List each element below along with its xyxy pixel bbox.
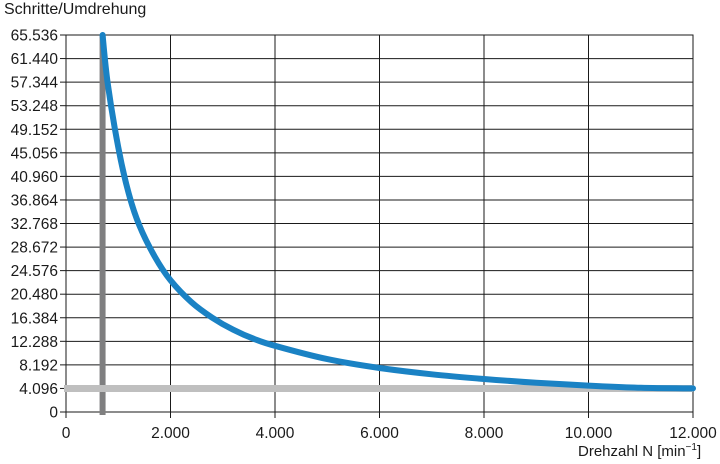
y-tick-label: 53.248 bbox=[11, 98, 58, 115]
y-tick-label: 57.344 bbox=[11, 75, 59, 92]
x-tick-label: 4.000 bbox=[256, 425, 295, 442]
y-tick-label: 45.056 bbox=[11, 145, 58, 162]
x-tick-label: 10.000 bbox=[565, 425, 613, 442]
series bbox=[99, 32, 696, 392]
x-axis-title-main: Drehzahl N [min bbox=[578, 443, 686, 460]
x-tick-label: 0 bbox=[62, 425, 71, 442]
series-line bbox=[99, 32, 696, 392]
x-tick-label: 12.000 bbox=[669, 425, 717, 442]
y-tick-label: 28.672 bbox=[11, 240, 58, 257]
x-tick-label: 6.000 bbox=[360, 425, 399, 442]
y-tick-label: 20.480 bbox=[11, 287, 59, 304]
x-tick-labels: 0 2.000 4.000 6.000 8.000 10.000 12.000 bbox=[62, 425, 717, 442]
x-tick-label: 8.000 bbox=[465, 425, 504, 442]
y-tick-label: 12.288 bbox=[11, 334, 58, 351]
y-tick-label: 40.960 bbox=[11, 169, 59, 186]
y-tick-label: 49.152 bbox=[11, 122, 58, 139]
y-tick-label: 36.864 bbox=[11, 192, 59, 209]
x-axis-title-exponent: −1 bbox=[685, 442, 697, 453]
y-axis-title: Schritte/Umdrehung bbox=[4, 1, 147, 18]
grid bbox=[60, 34, 694, 418]
x-tick-label: 2.000 bbox=[151, 425, 190, 442]
y-tick-label: 4.096 bbox=[19, 381, 58, 398]
y-tick-label: 24.576 bbox=[11, 263, 58, 280]
x-axis-title-close: ] bbox=[696, 443, 702, 460]
y-tick-label: 61.440 bbox=[11, 51, 59, 68]
y-tick-labels: 0 4.096 8.192 12.288 16.384 20.480 24.576 28.67… bbox=[11, 28, 59, 422]
y-tick-label: 16.384 bbox=[11, 310, 59, 327]
y-tick-label: 65.536 bbox=[11, 28, 58, 45]
reference-lines bbox=[64, 35, 693, 415]
y-tick-label: 0 bbox=[49, 405, 58, 422]
y-tick-label: 32.768 bbox=[11, 216, 58, 233]
y-tick-label: 8.192 bbox=[19, 357, 58, 374]
x-axis-title: Drehzahl N [min−1] bbox=[578, 442, 701, 460]
